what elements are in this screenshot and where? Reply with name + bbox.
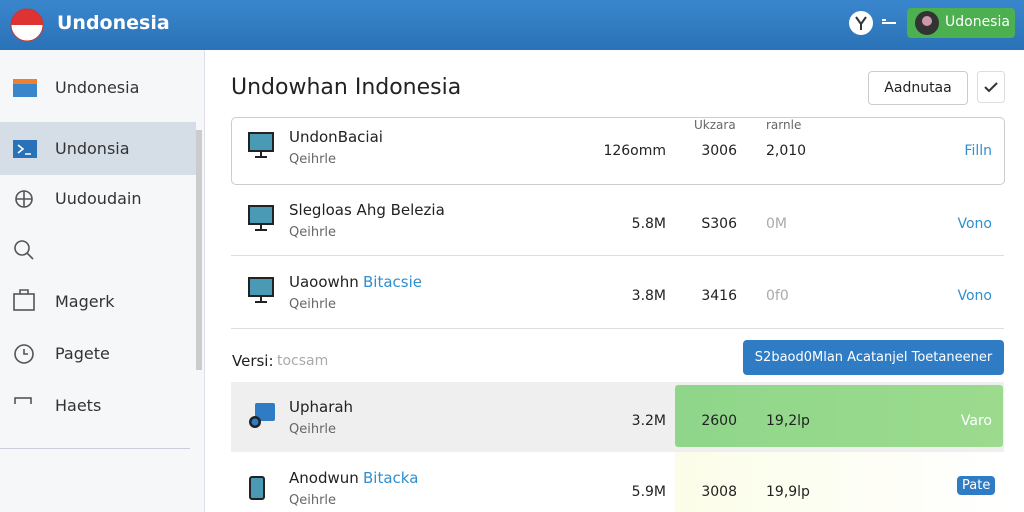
sidebar-icons	[13, 79, 37, 404]
row-action[interactable]: Vono	[957, 288, 993, 304]
row-value: 3008	[701, 484, 737, 500]
row-value: 3006	[701, 143, 737, 159]
check-button[interactable]	[977, 71, 1005, 103]
column-header: Ukzara	[694, 118, 736, 132]
row-sub: Qeihrle	[289, 493, 337, 508]
brand: Undonesia	[57, 12, 170, 34]
row-sub: Qeihrle	[289, 152, 337, 167]
row-value: 5.8M	[631, 216, 666, 232]
scrollbar	[196, 130, 202, 370]
header: Undonesia Udonesia	[0, 0, 1024, 50]
row-value: 19,2lp	[766, 413, 810, 429]
user-button[interactable]: Udonesia	[907, 8, 1015, 38]
sidebar	[0, 50, 205, 512]
divider	[0, 448, 190, 449]
row-link[interactable]: Bitacka	[363, 469, 419, 487]
row-value: 5.9M	[631, 484, 666, 500]
row-value: 0f0	[766, 288, 789, 304]
section-label: Versi:	[232, 352, 274, 370]
row-sub: Qeihrle	[289, 225, 337, 240]
row-link[interactable]: Bitacsie	[363, 273, 422, 291]
row-badge[interactable]: Pate	[957, 476, 996, 495]
sidebar-item[interactable]: Pagete	[55, 344, 110, 363]
avatar	[915, 11, 939, 35]
selected-row	[231, 117, 1005, 185]
divider	[231, 328, 1004, 329]
row-value: 3.8M	[631, 288, 666, 304]
sidebar-item[interactable]: Uudoudain	[55, 189, 142, 208]
row-name: UndonBaciai	[289, 128, 383, 146]
header-icons[interactable]	[848, 10, 902, 38]
highlight	[675, 452, 1004, 512]
row-icon	[248, 205, 274, 231]
flag-icon	[10, 8, 44, 42]
sidebar-item[interactable]: Haets	[55, 396, 102, 415]
row-value: 3.2M	[631, 413, 666, 429]
row-value: 19,9lp	[766, 484, 810, 500]
row-value: S306	[701, 216, 737, 232]
row-icon	[249, 403, 275, 428]
row-value: 2,010	[766, 143, 807, 159]
row-action[interactable]: Filln	[964, 143, 992, 159]
highlight	[675, 385, 1003, 447]
row-value: 126omm	[603, 143, 666, 159]
row-sub: Qeihrle	[289, 297, 337, 312]
sidebar-item[interactable]: Undonsia	[55, 139, 130, 158]
row-icon	[248, 132, 274, 158]
row-value: 3416	[701, 288, 737, 304]
row-name: Uaoowhn	[289, 273, 359, 291]
row-action[interactable]: Varo	[960, 413, 992, 429]
row-value: 0M	[766, 216, 787, 232]
divider	[231, 255, 1004, 256]
sidebar-item[interactable]: Magerk	[55, 292, 115, 311]
row-name: Upharah	[289, 398, 354, 416]
row-name: Slegloas Ahg Belezia	[289, 201, 445, 219]
row-name: Anodwun	[289, 469, 359, 487]
sidebar-item[interactable]: Undonesia	[55, 78, 140, 97]
section-hint: tocsam	[277, 353, 329, 369]
row-icon	[249, 476, 265, 500]
page-title: Undowhan Indonesia	[231, 75, 462, 100]
row-sub: Qeihrle	[289, 422, 337, 437]
row-action[interactable]: Vono	[957, 216, 993, 232]
row-value: 2600	[701, 413, 737, 429]
primary-button[interactable]: S2baod0Mlan Acatanjel Toetaneener	[743, 340, 1004, 375]
user-name: Udonesia	[945, 14, 1010, 30]
action-button[interactable]: Aadnutaa	[868, 71, 968, 105]
row-icon	[248, 277, 274, 303]
column-header: rarnle	[766, 118, 802, 132]
